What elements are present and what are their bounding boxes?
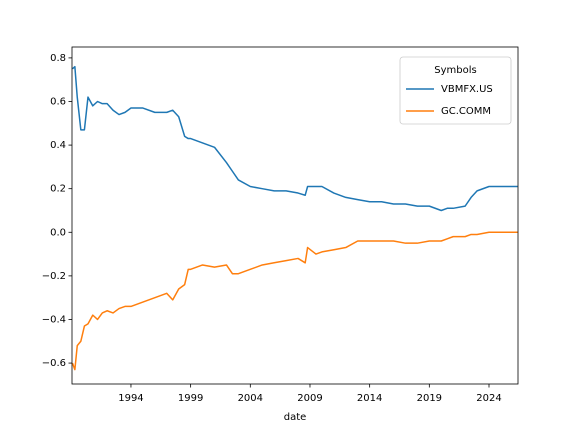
legend-box bbox=[399, 56, 512, 125]
y-tick-label: −0.6 bbox=[42, 358, 66, 369]
x-tick-label: 2019 bbox=[417, 393, 442, 404]
y-tick-label: 0.2 bbox=[50, 184, 66, 195]
series-line bbox=[71, 65, 518, 212]
y-tick-label: 0.6 bbox=[50, 96, 66, 107]
x-tick-label: 2014 bbox=[357, 393, 382, 404]
y-tick-label: 0.8 bbox=[50, 53, 66, 64]
x-tick-label: 1999 bbox=[178, 393, 203, 404]
legend-label: GC.COMM bbox=[441, 106, 491, 117]
y-tick-label: 0.4 bbox=[50, 140, 66, 151]
y-tick-label: 0.0 bbox=[50, 227, 66, 238]
x-tick-label: 2004 bbox=[238, 393, 263, 404]
y-tick-label: −0.4 bbox=[42, 314, 66, 325]
x-tick-label: 2009 bbox=[297, 393, 322, 404]
legend-label: VBMFX.US bbox=[441, 84, 493, 95]
plot-frame bbox=[71, 46, 519, 385]
legend-title: Symbols bbox=[434, 65, 476, 76]
x-axis-label: date bbox=[284, 412, 307, 423]
x-tick-label: 1994 bbox=[118, 393, 143, 404]
series-line bbox=[71, 231, 518, 371]
x-tick-label: 2024 bbox=[476, 393, 501, 404]
y-tick-label: −0.2 bbox=[42, 271, 66, 282]
